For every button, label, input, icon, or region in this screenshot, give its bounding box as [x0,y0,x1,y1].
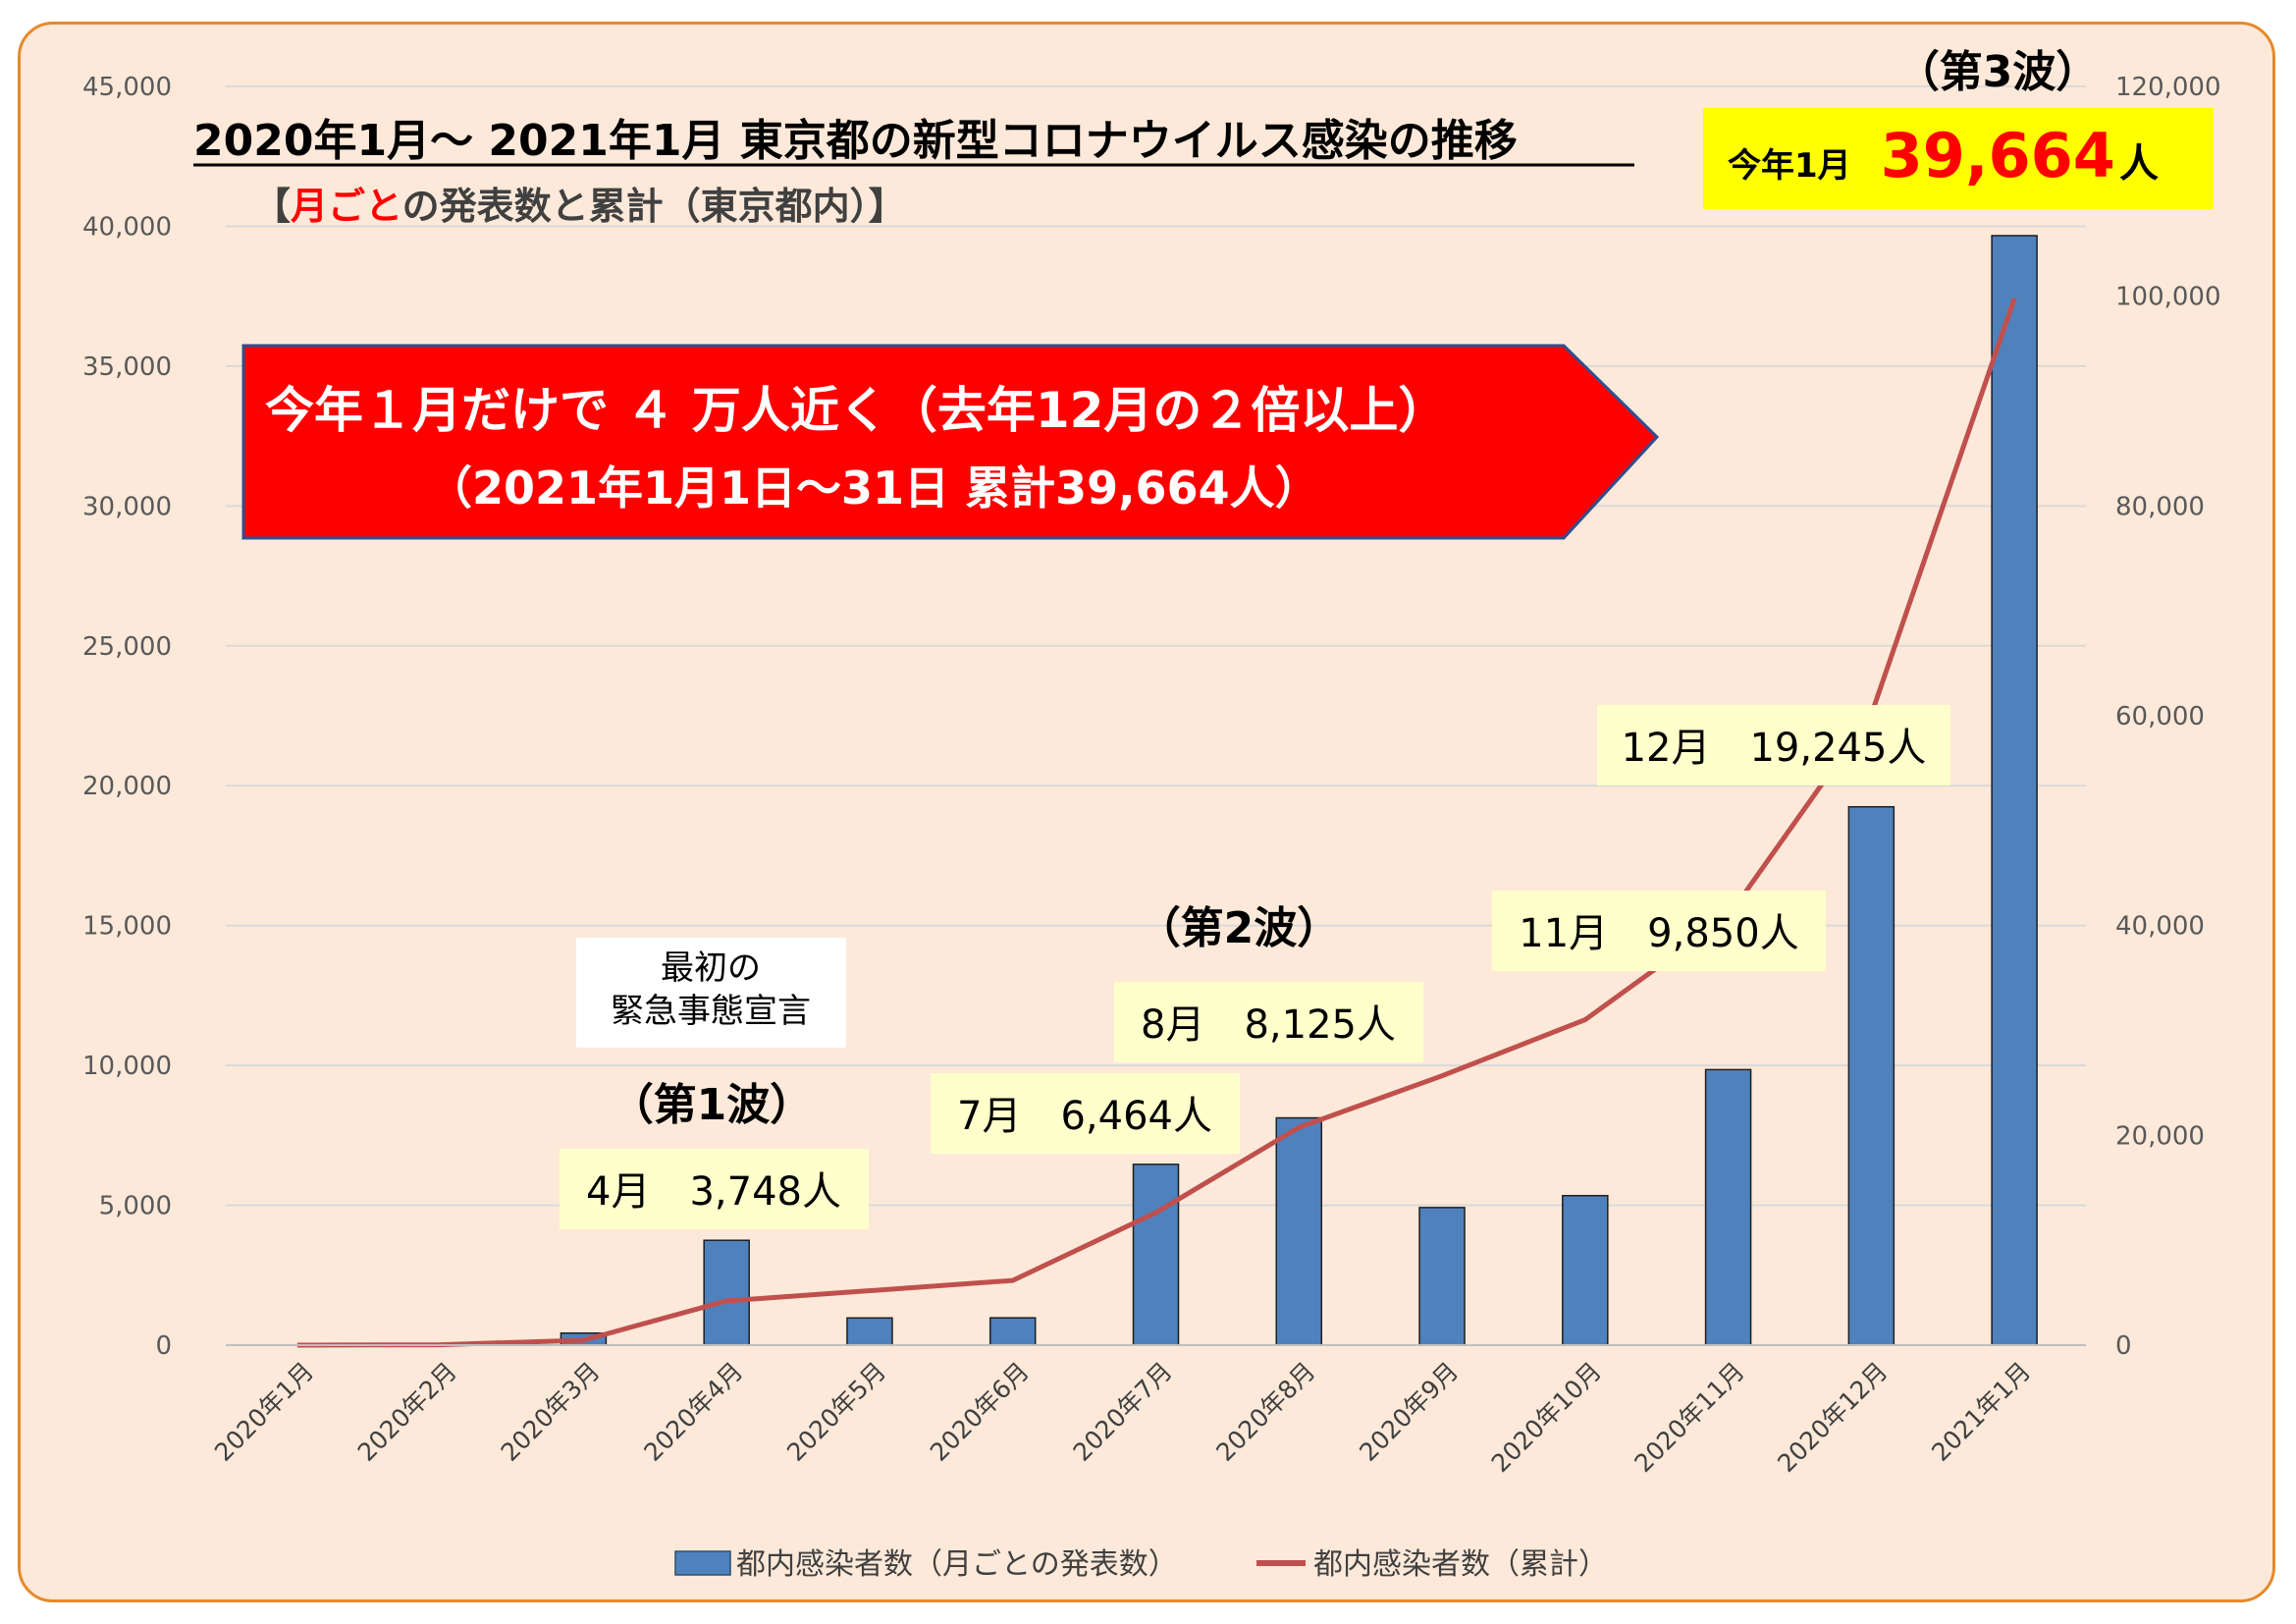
wave3-label: （第3波） [1896,47,2100,97]
july-annotation: 7月 6,464人 [957,1094,1212,1139]
right-tick-label: 100,000 [2115,283,2221,312]
bar [988,1317,1037,1346]
x-tick-label: 2020年9月 [1354,1357,1464,1467]
left-tick-label: 15,000 [82,912,172,942]
left-tick-label: 0 [155,1331,172,1361]
bar [1418,1207,1466,1346]
bar-series [274,235,2038,1346]
emergency-line1: 最初の [661,948,761,988]
x-tick-label: 2020年12月 [1772,1357,1893,1478]
january-box [1703,108,2214,209]
left-tick-label: 40,000 [82,212,172,242]
x-tick-label: 2021年1月 [1926,1357,2036,1467]
right-tick-label: 40,000 [2115,912,2205,942]
emergency-box [576,938,846,1048]
x-tick-label: 2020年5月 [781,1357,891,1467]
bar [846,1317,893,1346]
chart-subtitle: 【月ごとの発表数と累計（東京都内）】 [253,185,906,228]
right-tick-label: 0 [2115,1331,2132,1361]
legend-line-label: 都内感染者数（累計） [1313,1547,1608,1582]
august-box [1114,982,1423,1062]
x-tick-label: 2020年3月 [496,1357,606,1467]
left-tick-label: 25,000 [82,632,172,662]
emergency-line2: 緊急事態宣言 [611,992,811,1031]
left-tick-label: 45,000 [82,73,172,102]
left-tick-label: 10,000 [82,1052,172,1081]
january-annotation: 今年1月 39,664 人 [1728,120,2159,191]
legend-bar-label: 都内感染者数（月ごとの発表数） [736,1547,1178,1582]
right-axis: 0 20,000 40,000 60,000 80,000 100,000 120,000 [2115,73,2221,1361]
august-annotation: 8月 8,125人 [1141,1002,1396,1048]
july-box [931,1073,1240,1154]
x-tick-label: 2020年1月 [209,1357,319,1467]
x-axis: 2020年1月 2020年2月 2020年3月 2020年4月 2020年5月 2020年… [209,1344,2086,1478]
x-tick-label: 2020年7月 [1068,1357,1178,1467]
x-tick-label: 2020年4月 [638,1357,748,1467]
right-tick-label: 80,000 [2115,492,2205,521]
x-tick-label: 2020年2月 [352,1357,462,1467]
x-tick-label: 2020年8月 [1210,1357,1320,1467]
bar [1562,1194,1609,1346]
december-box [1597,705,1950,785]
callout-line1: 今年１月だけで ４ 万人近く（去年12月の２倍以上） [265,382,1447,439]
right-tick-label: 120,000 [2115,73,2221,102]
bar [1847,805,1896,1346]
callout-arrow [241,344,1660,540]
april-box [560,1149,869,1229]
x-tick-label: 2020年6月 [925,1357,1035,1467]
wave1-label: （第1波） [611,1080,814,1130]
bar [1991,235,2038,1346]
bar [703,1239,750,1346]
bar [1704,1068,1752,1346]
callout-line2: （2021年1月1日～31日 累計39,664人） [427,461,1320,514]
bar [1132,1164,1180,1346]
x-tick-label: 2020年10月 [1486,1357,1607,1478]
left-tick-label: 30,000 [82,492,172,521]
x-tick-label: 2020年11月 [1629,1357,1749,1478]
left-tick-label: 5,000 [99,1192,172,1221]
legend: 都内感染者数（月ごとの発表数） 都内感染者数（累計） [674,1547,1608,1582]
right-tick-label: 20,000 [2115,1121,2205,1151]
wave2-label: （第2波） [1138,903,1341,953]
bar [1275,1116,1323,1346]
chart-title: 2020年1月～ 2021年1月 東京都の新型コロナウイルス感染の推移 [193,116,1518,166]
november-box [1492,891,1826,971]
november-annotation: 11月 9,850人 [1519,911,1798,956]
left-tick-label: 35,000 [82,352,172,382]
left-axis: 0 5,000 10,000 15,000 20,000 25,000 30,000 35,0… [82,73,172,1361]
april-annotation: 4月 3,748人 [586,1169,841,1215]
right-tick-label: 60,000 [2115,702,2205,731]
left-tick-label: 20,000 [82,772,172,801]
legend-bar-swatch [674,1550,731,1576]
december-annotation: 12月 19,245人 [1622,726,1927,771]
